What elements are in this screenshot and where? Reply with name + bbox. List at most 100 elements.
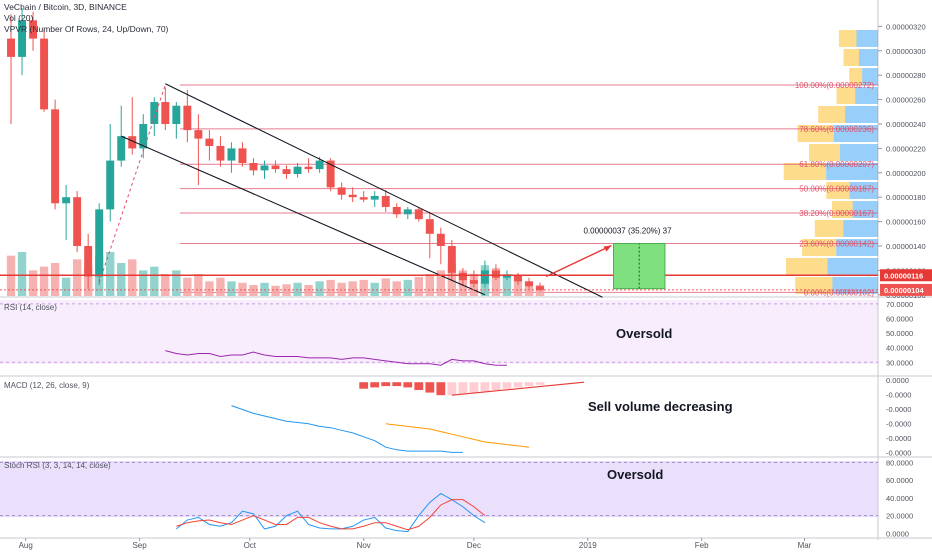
volume-bar — [513, 275, 523, 296]
volume-bar — [61, 277, 71, 296]
macd-signal-line — [385, 423, 530, 448]
volume-bar — [128, 259, 137, 296]
symbol-title[interactable]: VeChain / Bitcoin, 3D, BINANCE — [4, 2, 127, 12]
volume-bar — [337, 282, 346, 296]
volume-bar — [17, 252, 27, 296]
x-tick-label-aug: Aug — [19, 541, 33, 550]
x-tick-label-mar: Mar — [798, 541, 812, 550]
vpvr-bar-up — [849, 68, 863, 85]
y-tick-label: 0.00000300 — [886, 47, 926, 56]
candle-body — [227, 148, 236, 161]
rsi-band — [0, 300, 878, 364]
macd-histogram-bar — [491, 382, 501, 390]
fib-label-6: 0.00%(0.00000102) — [804, 288, 875, 297]
macd-tick-label: -0.0000 — [886, 420, 911, 429]
rsi-line — [165, 350, 507, 366]
candle-body — [337, 187, 346, 195]
volume-bar — [216, 277, 225, 296]
candle-body — [469, 280, 478, 284]
rsi-tick-label: 60.0000 — [886, 314, 913, 323]
candle-body — [73, 197, 82, 246]
price-badge-0 — [880, 269, 932, 282]
candle-body — [238, 148, 247, 164]
stoch-tick-label: 40.0000 — [886, 494, 913, 503]
volume-bar — [249, 285, 258, 296]
x-tick-label-2019: 2019 — [579, 541, 597, 550]
candle-body — [150, 102, 159, 124]
volume-bar — [491, 268, 501, 296]
vpvr-bar-down — [845, 106, 878, 123]
volume-bar — [28, 270, 38, 296]
candle-body — [458, 272, 467, 281]
macd-histogram-bar — [480, 382, 490, 392]
macd-histogram-bar — [513, 382, 523, 388]
channel-line-0 — [165, 83, 603, 298]
fib-label-5: 23.60%(0.00000142) — [799, 240, 874, 249]
macd-line — [231, 405, 463, 453]
candle-body — [95, 209, 104, 277]
vpvr-indicator-label[interactable]: VPVR (Number Of Rows, 24, Up/Down, 70) — [4, 24, 169, 34]
candle-body — [425, 219, 434, 234]
measure-box — [612, 243, 666, 290]
measure-arrowhead — [603, 245, 612, 252]
candle-body — [536, 286, 544, 290]
macd-histogram-bar — [370, 382, 380, 388]
candle-body — [183, 105, 192, 131]
volume-bar — [425, 274, 435, 296]
vpvr-bar-up — [818, 106, 846, 123]
vpvr-bar-up — [826, 182, 850, 199]
candle-body — [502, 275, 511, 278]
volume-bar — [238, 282, 247, 296]
candle-body — [436, 233, 445, 246]
macd-tick-label: -0.0000 — [886, 405, 911, 414]
stoch-pane-label[interactable]: Stoch RSI (3, 3, 14, 14, close) — [4, 461, 111, 470]
macd-pane-label[interactable]: MACD (12, 26, close, 9) — [4, 381, 90, 390]
measure-arrow — [545, 244, 612, 278]
candle-body — [7, 38, 15, 57]
measure-label: 0.00000037 (35.20%) 37 — [583, 227, 672, 236]
stoch-band — [0, 461, 878, 517]
vol-indicator-label[interactable]: Vol (20) — [4, 13, 34, 23]
macd-histogram-bar — [436, 382, 446, 396]
volume-bar — [271, 285, 280, 296]
macd-histogram-bar — [403, 382, 413, 388]
vpvr-bar-down — [849, 182, 878, 199]
x-tick-label-dec: Dec — [467, 541, 481, 550]
macd-histogram-bar — [359, 382, 369, 389]
candle-body — [106, 160, 115, 210]
volume-bar — [326, 279, 335, 296]
macd-histogram-bar — [524, 382, 534, 387]
fib-anchor-line — [98, 84, 166, 283]
macd-histogram-bar — [414, 382, 424, 390]
volume-bar — [436, 270, 446, 296]
macd-histogram-bar — [469, 382, 479, 393]
y-tick-label: 0.00000180 — [886, 193, 926, 202]
macd-trend-line — [451, 381, 585, 396]
x-tick-label-nov: Nov — [357, 541, 371, 550]
macd-histogram-bar — [535, 382, 545, 385]
y-tick-label: 0.00000260 — [886, 96, 926, 105]
y-tick-label: 0.00000280 — [886, 71, 926, 80]
candle-body — [370, 195, 379, 200]
vpvr-bar-up — [843, 49, 860, 66]
vpvr-bar-down — [859, 49, 878, 66]
volume-bar — [282, 284, 291, 296]
vpvr-bar-down — [840, 144, 878, 161]
candle-body — [525, 281, 533, 287]
vpvr-bar-down — [827, 258, 878, 275]
candle-body — [84, 245, 93, 277]
volume-bar — [304, 285, 313, 296]
y-tick-label: 0.00000200 — [886, 169, 926, 178]
y-tick-label: 0.00000140 — [886, 242, 926, 251]
volume-bar — [414, 276, 423, 296]
candle-body — [117, 136, 126, 161]
candle-body — [293, 166, 302, 175]
vpvr-bar-up — [836, 87, 856, 104]
y-tick-label: 0.00000240 — [886, 120, 926, 129]
vpvr-bar-up — [814, 220, 844, 237]
volume-bar — [72, 259, 82, 296]
rsi-pane-label[interactable]: RSI (14, close) — [4, 303, 57, 312]
volume-bar — [172, 270, 181, 296]
vpvr-bar-up — [838, 30, 857, 47]
